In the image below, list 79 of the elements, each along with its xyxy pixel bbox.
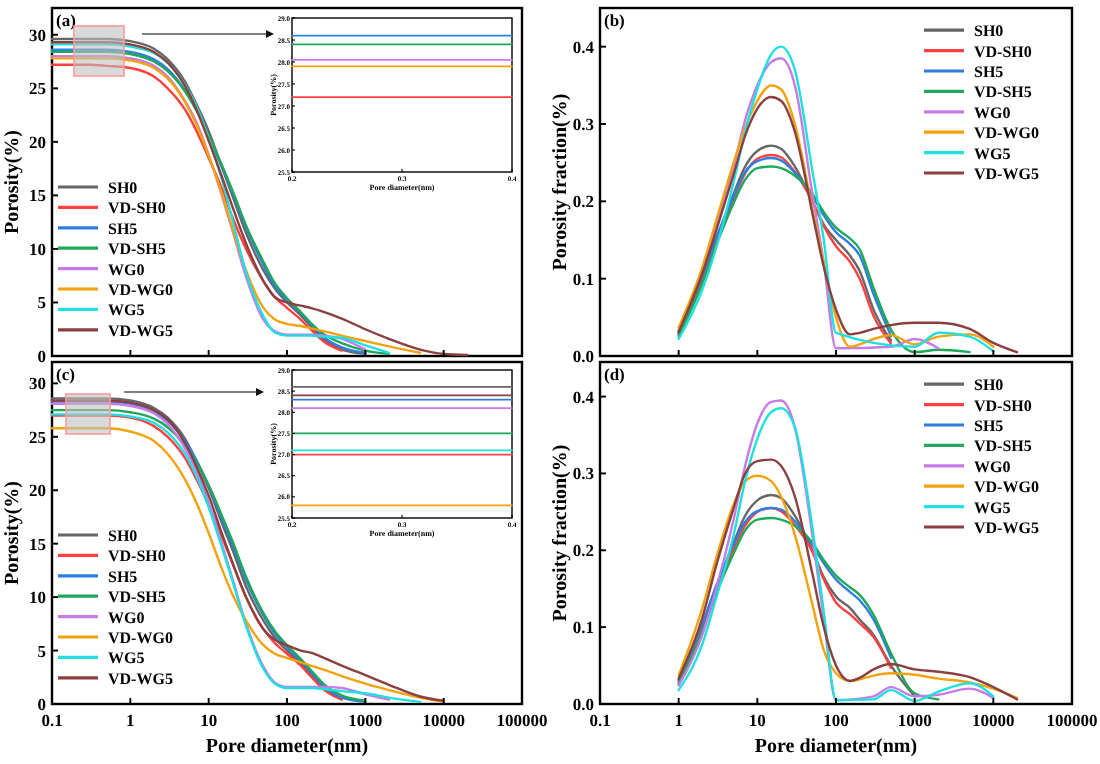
y-tick-label: 0.4 [572, 386, 596, 407]
y-tick-label: 20 [29, 480, 46, 501]
y-tick-label: 0.2 [572, 191, 594, 212]
y-tick-label: 0.3 [572, 463, 594, 484]
y-tick-label: 30 [29, 373, 46, 394]
x-tick-label: 10000 [972, 710, 1015, 730]
y-tick-label: 20 [29, 131, 46, 152]
y-tick-label: 30 [29, 24, 46, 45]
legend-label: VD-WG5 [974, 519, 1039, 537]
y-tick-label: 25 [29, 78, 46, 99]
x-tick-label: 100000 [496, 710, 548, 730]
legend-label: VD-SH5 [108, 588, 166, 607]
legend-label: WG0 [108, 260, 145, 279]
x-tick-label: 1 [126, 710, 135, 730]
y-axis-title: Porosity(%) [2, 480, 24, 586]
x-axis-title: Pore diameter(nm) [205, 736, 369, 758]
legend-label: VD-WG0 [108, 629, 173, 647]
legend-label: WG5 [974, 144, 1011, 163]
y-tick-label: 0 [37, 694, 46, 714]
y-tick-label: 10 [29, 587, 46, 608]
x-tick-label: 10 [748, 710, 766, 730]
x-axis-title: Pore diameter(nm) [754, 736, 918, 758]
annotation: (a) [56, 10, 77, 30]
legend-label: SH5 [108, 567, 138, 586]
x-tick-label: 1000 [897, 710, 932, 730]
x-tick-label: 100 [274, 710, 300, 730]
legend-label: WG5 [108, 301, 145, 320]
legend-label: VD-SH5 [974, 83, 1032, 102]
y-axis-title: Porosity fraction(%) [550, 93, 572, 271]
legend-label: WG0 [974, 457, 1011, 476]
x-tick-label: 10000 [422, 710, 465, 730]
legend-label: SH5 [108, 219, 138, 238]
y-tick-label: 0 [37, 346, 46, 366]
y-tick-label: 5 [37, 292, 46, 313]
annotation: (c) [56, 364, 76, 384]
y-tick-label: 0.3 [572, 114, 594, 134]
legend-label: VD-SH0 [974, 42, 1032, 61]
legend-label: WG0 [974, 103, 1011, 122]
legend-label: VD-WG5 [974, 165, 1039, 183]
y-tick-label: 25 [29, 426, 46, 447]
y-tick-label: 0.1 [572, 617, 594, 638]
legend-label: SH0 [108, 179, 138, 197]
annotation: (b) [604, 10, 626, 30]
y-tick-label: 15 [29, 185, 46, 206]
legend-label: VD-WG5 [108, 321, 173, 340]
legend-label: VD-SH0 [974, 396, 1032, 415]
y-axis-title: Porosity fraction(%) [550, 444, 572, 622]
x-tick-label: 1000 [348, 710, 383, 730]
y-tick-label: 15 [29, 533, 46, 554]
legend-label: VD-WG0 [974, 478, 1039, 497]
legend-label: WG0 [108, 608, 145, 627]
y-tick-label: 0.0 [572, 694, 594, 714]
y-tick-label: 5 [37, 640, 46, 661]
legend-label: SH0 [974, 22, 1004, 41]
y-tick-label: 10 [29, 238, 46, 259]
y-tick-label: 0.4 [572, 36, 596, 57]
x-tick-label: 10 [200, 710, 218, 730]
y-tick-label: 0.2 [572, 540, 594, 561]
x-tick-label: 100000 [1046, 710, 1098, 730]
legend-label: VD-WG5 [108, 669, 173, 688]
legend-label: SH0 [108, 527, 138, 545]
legend-label: SH5 [974, 63, 1004, 81]
legend-label: WG5 [108, 649, 145, 668]
annotation: (d) [604, 364, 626, 384]
legend-label: WG5 [974, 498, 1011, 517]
legend-label: SH0 [974, 376, 1004, 395]
legend-label: VD-WG0 [108, 281, 173, 299]
legend-label: VD-SH5 [108, 240, 166, 259]
y-axis-title: Porosity(%) [2, 129, 24, 235]
legend-label: VD-WG0 [974, 124, 1039, 143]
x-tick-label: 100 [823, 710, 849, 730]
legend-label: VD-SH5 [974, 437, 1032, 456]
legend-label: VD-SH0 [108, 547, 166, 566]
legend-label: VD-SH0 [108, 199, 166, 218]
x-tick-label: 1 [674, 710, 683, 730]
y-tick-label: 0.0 [572, 346, 594, 366]
legend-label: SH5 [974, 417, 1004, 435]
x-tick-label: 0.1 [589, 710, 611, 730]
y-tick-label: 0.1 [572, 268, 594, 289]
